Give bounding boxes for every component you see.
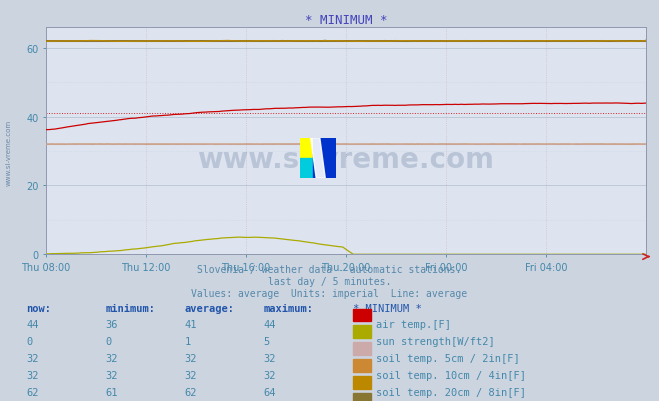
Polygon shape: [314, 138, 322, 178]
Bar: [300, 158, 318, 178]
Text: 0: 0: [26, 336, 32, 346]
Text: maximum:: maximum:: [264, 303, 314, 313]
Bar: [300, 138, 318, 158]
Text: soil temp. 20cm / 8in[F]: soil temp. 20cm / 8in[F]: [376, 387, 526, 397]
Text: 64: 64: [264, 387, 276, 397]
Text: 1: 1: [185, 336, 190, 346]
Text: sun strength[W/ft2]: sun strength[W/ft2]: [376, 336, 494, 346]
Text: 32: 32: [185, 370, 197, 380]
Text: now:: now:: [26, 303, 51, 313]
Text: 36: 36: [105, 320, 118, 330]
Text: www.si-vreme.com: www.si-vreme.com: [5, 119, 12, 185]
Text: 41: 41: [185, 320, 197, 330]
Text: 32: 32: [264, 353, 276, 363]
Text: 5: 5: [264, 336, 270, 346]
Text: minimum:: minimum:: [105, 303, 156, 313]
Text: 0: 0: [105, 336, 111, 346]
Text: air temp.[F]: air temp.[F]: [376, 320, 451, 330]
Text: 32: 32: [105, 353, 118, 363]
Text: 32: 32: [26, 370, 39, 380]
Text: 32: 32: [185, 353, 197, 363]
Text: 32: 32: [105, 370, 118, 380]
Text: 62: 62: [26, 387, 39, 397]
Text: www.si-vreme.com: www.si-vreme.com: [198, 146, 494, 174]
Text: 44: 44: [264, 320, 276, 330]
Text: soil temp. 10cm / 4in[F]: soil temp. 10cm / 4in[F]: [376, 370, 526, 380]
Text: soil temp. 5cm / 2in[F]: soil temp. 5cm / 2in[F]: [376, 353, 519, 363]
Text: 32: 32: [264, 370, 276, 380]
Polygon shape: [311, 138, 326, 178]
Text: last day / 5 minutes.: last day / 5 minutes.: [268, 277, 391, 287]
Text: 32: 32: [26, 353, 39, 363]
Text: * MINIMUM *: * MINIMUM *: [353, 303, 421, 313]
Text: 61: 61: [105, 387, 118, 397]
Title: * MINIMUM *: * MINIMUM *: [304, 14, 387, 27]
Text: Slovenia / weather data - automatic stations.: Slovenia / weather data - automatic stat…: [197, 265, 462, 275]
Text: 62: 62: [185, 387, 197, 397]
Bar: [318, 138, 336, 178]
Text: Values: average  Units: imperial  Line: average: Values: average Units: imperial Line: av…: [191, 289, 468, 299]
Text: 44: 44: [26, 320, 39, 330]
Text: average:: average:: [185, 303, 235, 313]
